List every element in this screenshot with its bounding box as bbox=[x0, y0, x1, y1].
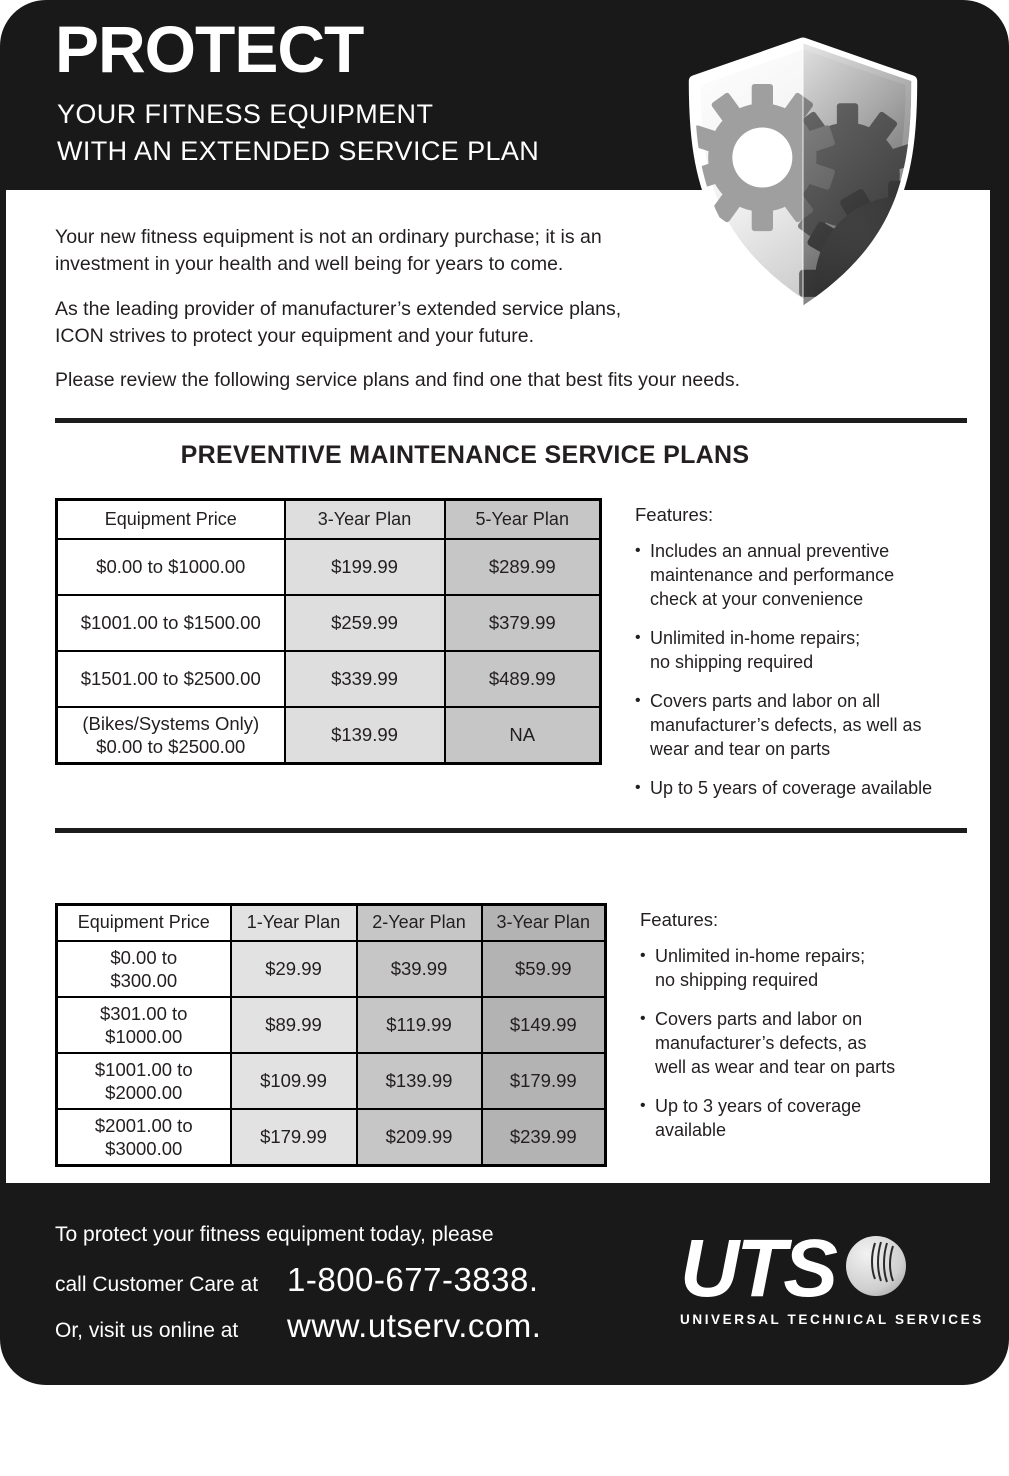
plan-price-cell: $179.99 bbox=[480, 1051, 607, 1110]
price-range-cell: $1001.00 to $1500.00 bbox=[55, 594, 286, 653]
price-range-cell: (Bikes/Systems Only) $0.00 to $2500.00 bbox=[55, 706, 286, 765]
features-heading: Features: bbox=[635, 504, 714, 526]
table-row: $301.00 to $1000.00 $89.99 $119.99 $149.… bbox=[55, 995, 607, 1054]
plan-price-cell: $209.99 bbox=[355, 1107, 483, 1167]
table-row: $1001.00 to $2000.00 $109.99 $139.99 $17… bbox=[55, 1051, 607, 1110]
header: PROTECT YOUR FITNESS EQUIPMENT WITH AN E… bbox=[0, 0, 1009, 190]
plan-price-cell: $239.99 bbox=[480, 1107, 607, 1167]
price-range-cell: $1501.00 to $2500.00 bbox=[55, 650, 286, 709]
plan-price-cell: $379.99 bbox=[443, 594, 602, 653]
flyer-card: PROTECT YOUR FITNESS EQUIPMENT WITH AN E… bbox=[0, 0, 1009, 1385]
standard-plans-section: Equipment Price 1-Year Plan 2-Year Plan … bbox=[55, 902, 990, 1167]
table-header-row: Equipment Price 3-Year Plan 5-Year Plan bbox=[55, 498, 602, 541]
table-row: $2001.00 to $3000.00 $179.99 $209.99 $23… bbox=[55, 1107, 607, 1167]
plan-price-cell: $199.99 bbox=[283, 538, 446, 597]
features-list-preventive: Features: Includes an annual preventive … bbox=[635, 498, 980, 815]
footer-contact-block: To protect your fitness equipment today,… bbox=[55, 1223, 541, 1353]
col-header-3-year: 3-Year Plan bbox=[480, 903, 607, 942]
price-range-cell: $2001.00 to $3000.00 bbox=[55, 1107, 232, 1167]
footer-line-1: To protect your fitness equipment today,… bbox=[55, 1223, 494, 1246]
feature-item: Covers parts and labor on manufacturer’s… bbox=[640, 1008, 985, 1080]
price-range-cell: $0.00 to $300.00 bbox=[55, 939, 232, 998]
footer-line-2-label: call Customer Care at bbox=[55, 1273, 259, 1296]
plan-price-cell: $489.99 bbox=[443, 650, 602, 709]
feature-item: Up to 3 years of coverage available bbox=[640, 1095, 985, 1143]
plan-price-cell: $289.99 bbox=[443, 538, 602, 597]
plan-price-cell: NA bbox=[443, 706, 602, 765]
col-header-5-year: 5-Year Plan bbox=[443, 498, 602, 541]
intro-text: Your new fitness equipment is not an ord… bbox=[6, 190, 755, 394]
footer: To protect your fitness equipment today,… bbox=[0, 1183, 1009, 1385]
feature-item: Unlimited in-home repairs; no shipping r… bbox=[635, 627, 980, 675]
plan-price-cell: $119.99 bbox=[355, 995, 483, 1054]
plan-price-cell: $339.99 bbox=[283, 650, 446, 709]
table-row: $0.00 to $300.00 $29.99 $39.99 $59.99 bbox=[55, 939, 607, 998]
table-row: $0.00 to $1000.00 $199.99 $289.99 bbox=[55, 538, 602, 597]
col-header-1-year: 1-Year Plan bbox=[229, 903, 358, 942]
intro-paragraph-3: Please review the following service plan… bbox=[55, 369, 741, 392]
price-range-cell: $301.00 to $1000.00 bbox=[55, 995, 232, 1054]
preventive-plans-section: Equipment Price 3-Year Plan 5-Year Plan … bbox=[55, 498, 990, 815]
feature-item: Unlimited in-home repairs; no shipping r… bbox=[640, 945, 985, 993]
customer-care-phone: 1-800-677-3838. bbox=[287, 1261, 539, 1298]
feature-item: Up to 5 years of coverage available bbox=[635, 777, 980, 801]
content-area: Your new fitness equipment is not an ord… bbox=[6, 190, 990, 1183]
divider-rule bbox=[55, 418, 967, 424]
preventive-plans-table: Equipment Price 3-Year Plan 5-Year Plan … bbox=[55, 498, 602, 766]
table-row: $1001.00 to $1500.00 $259.99 $379.99 bbox=[55, 594, 602, 653]
features-heading: Features: bbox=[640, 908, 719, 930]
col-header-equipment-price: Equipment Price bbox=[55, 903, 232, 942]
table-header-row: Equipment Price 1-Year Plan 2-Year Plan … bbox=[55, 903, 607, 942]
intro-paragraph-2: As the leading provider of manufacturer’… bbox=[55, 297, 622, 347]
shield-gears-icon bbox=[657, 22, 949, 324]
table-row: $1501.00 to $2500.00 $339.99 $489.99 bbox=[55, 650, 602, 709]
uts-logo-text: UTS bbox=[680, 1222, 838, 1314]
plan-price-cell: $29.99 bbox=[229, 939, 358, 998]
divider-rule bbox=[55, 827, 967, 833]
standard-plans-table: Equipment Price 1-Year Plan 2-Year Plan … bbox=[55, 902, 607, 1167]
plan-price-cell: $179.99 bbox=[229, 1107, 358, 1167]
price-range-cell: $0.00 to $1000.00 bbox=[55, 538, 286, 597]
website-url[interactable]: www.utserv.com. bbox=[287, 1307, 542, 1344]
plan-price-cell: $139.99 bbox=[283, 706, 446, 765]
col-header-3-year: 3-Year Plan bbox=[283, 498, 446, 541]
col-header-2-year: 2-Year Plan bbox=[355, 903, 483, 942]
plan-price-cell: $39.99 bbox=[355, 939, 483, 998]
table-row: (Bikes/Systems Only) $0.00 to $2500.00 $… bbox=[55, 706, 602, 765]
intro-paragraph-1: Your new fitness equipment is not an ord… bbox=[55, 226, 602, 276]
uts-logo-subtext: UNIVERSAL TECHNICAL SERVICES bbox=[680, 1312, 984, 1327]
col-header-equipment-price: Equipment Price bbox=[55, 498, 286, 541]
section-heading: PREVENTIVE MAINTENANCE SERVICE PLANS bbox=[180, 441, 750, 470]
plan-price-cell: $259.99 bbox=[283, 594, 446, 653]
uts-logo: UTS bbox=[680, 1222, 984, 1327]
globe-icon bbox=[845, 1235, 907, 1302]
features-list-standard: Features: Unlimited in-home repairs; no … bbox=[640, 903, 985, 1158]
price-range-cell: $1001.00 to $2000.00 bbox=[55, 1051, 232, 1110]
page-subtitle: YOUR FITNESS EQUIPMENT WITH AN EXTENDED … bbox=[57, 99, 540, 166]
footer-line-3-label: Or, visit us online at bbox=[55, 1319, 239, 1342]
plan-price-cell: $149.99 bbox=[480, 995, 607, 1054]
plan-price-cell: $109.99 bbox=[229, 1051, 358, 1110]
feature-item: Includes an annual preventive maintenanc… bbox=[635, 540, 980, 612]
feature-item: Covers parts and labor on all manufactur… bbox=[635, 690, 980, 762]
plan-price-cell: $139.99 bbox=[355, 1051, 483, 1110]
page-title: PROTECT bbox=[55, 12, 364, 86]
plan-price-cell: $89.99 bbox=[229, 995, 358, 1054]
plan-price-cell: $59.99 bbox=[480, 939, 607, 998]
